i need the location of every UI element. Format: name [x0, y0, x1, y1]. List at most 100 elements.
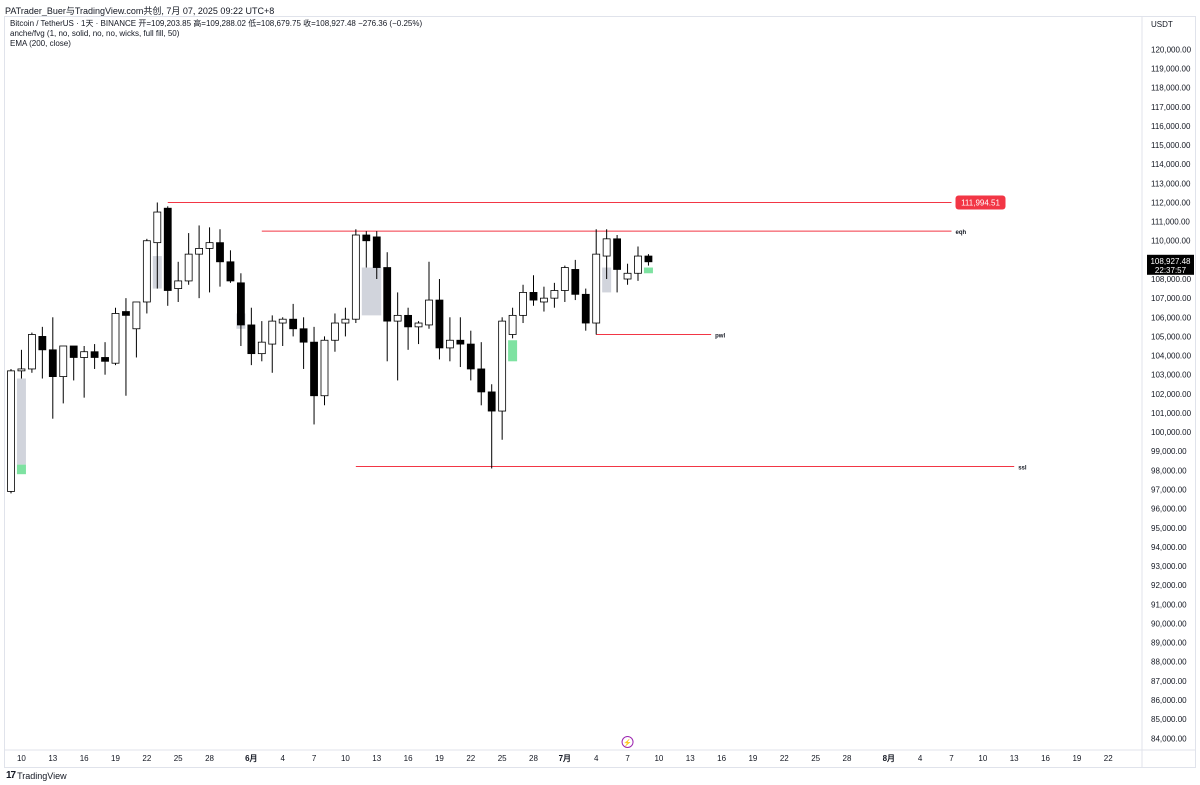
candle-body[interactable]: [59, 345, 68, 378]
candle-body[interactable]: [27, 334, 36, 370]
fvg-box: [643, 267, 653, 274]
candle-body[interactable]: [289, 318, 298, 330]
candle-body[interactable]: [278, 318, 287, 324]
indicator-ema-label[interactable]: EMA (200, close): [10, 39, 71, 48]
candle-body[interactable]: [111, 313, 120, 364]
candlestick-chart[interactable]: USDT 120,000.00 119,000.00 118,000.00 117,00…: [4, 16, 1196, 768]
candle-body[interactable]: [331, 322, 339, 341]
candle-body[interactable]: [613, 238, 621, 270]
candle-body[interactable]: [529, 292, 538, 301]
candle-body[interactable]: [393, 314, 402, 322]
candle-body[interactable]: [498, 320, 507, 412]
tradingview-logo-icon: 17: [6, 770, 16, 781]
candle-body[interactable]: [38, 336, 47, 351]
candle-body[interactable]: [477, 368, 486, 393]
candle-body[interactable]: [174, 280, 183, 289]
candle-body[interactable]: [268, 320, 277, 345]
candle-body[interactable]: [184, 253, 193, 282]
candle-body[interactable]: [445, 339, 454, 349]
candle-body[interactable]: [425, 299, 433, 326]
candle-body[interactable]: [122, 311, 130, 316]
candle-body[interactable]: [519, 292, 527, 316]
y-tick-label: 97,000.00: [1151, 486, 1187, 495]
y-tick-label: 114,000.00: [1151, 160, 1191, 169]
y-tick-label: 118,000.00: [1151, 84, 1191, 93]
candle-body[interactable]: [17, 368, 26, 372]
candle-body[interactable]: [571, 269, 580, 295]
y-tick-label: 98,000.00: [1151, 466, 1187, 475]
candle-body[interactable]: [623, 272, 632, 280]
candle-body[interactable]: [163, 207, 172, 291]
y-tick-label: 101,000.00: [1151, 409, 1192, 418]
y-tick-label: 89,000.00: [1151, 639, 1187, 648]
level-label: ssl: [1018, 466, 1027, 472]
x-tick-label: 10: [978, 754, 987, 763]
chart-legend: Bitcoin / TetherUS · 1天 · BINANCE 开=109,…: [10, 19, 422, 49]
candle-body[interactable]: [602, 238, 611, 257]
candle-body[interactable]: [456, 339, 465, 345]
candle-body[interactable]: [101, 357, 109, 362]
fvg-box: [602, 267, 612, 293]
candle-body[interactable]: [351, 234, 360, 320]
candle-body[interactable]: [592, 253, 601, 324]
candle-body[interactable]: [153, 211, 162, 244]
y-tick-label: 120,000.00: [1151, 45, 1192, 54]
candle-body[interactable]: [634, 255, 642, 274]
candle-body[interactable]: [236, 282, 245, 326]
x-tick-label: 10: [341, 754, 350, 763]
tradingview-logo-text: TradingView: [17, 770, 67, 781]
x-tick-label: 25: [174, 754, 183, 763]
y-tick-label: 88,000.00: [1151, 658, 1187, 667]
candle-body[interactable]: [226, 261, 235, 282]
candle-body[interactable]: [487, 391, 496, 412]
candle-body[interactable]: [80, 351, 89, 358]
candle-body[interactable]: [247, 324, 256, 355]
chart-frame: [4, 16, 1196, 768]
x-tick-label: 13: [686, 754, 695, 763]
candle-body[interactable]: [550, 290, 559, 299]
candle-body[interactable]: [216, 242, 224, 263]
candle-body[interactable]: [341, 318, 350, 324]
candle-body[interactable]: [299, 328, 308, 343]
event-marker-icon[interactable]: [621, 736, 634, 748]
candle-body[interactable]: [142, 240, 151, 303]
candle-body[interactable]: [362, 234, 371, 242]
candle-body[interactable]: [404, 314, 413, 328]
candle-body[interactable]: [320, 339, 329, 397]
y-tick-label: 117,000.00: [1151, 103, 1191, 112]
candle-body[interactable]: [466, 343, 475, 370]
candle-body[interactable]: [581, 293, 590, 324]
x-tick-label: 16: [404, 754, 413, 763]
x-tick-label: 16: [80, 754, 89, 763]
candle-body[interactable]: [310, 341, 318, 397]
x-tick-label: 4: [918, 754, 923, 763]
x-tick-label: 13: [372, 754, 381, 763]
tradingview-footer[interactable]: 17 TradingView: [6, 770, 67, 781]
candle-body[interactable]: [195, 247, 204, 255]
candle-body[interactable]: [372, 236, 381, 268]
candle-body[interactable]: [257, 341, 266, 355]
y-tick-label: 113,000.00: [1151, 179, 1191, 188]
indicator-fvg-label[interactable]: anche/fvg (1, no, solid, no, no, wicks, …: [10, 29, 180, 38]
candle-body[interactable]: [644, 255, 653, 263]
x-tick-label: 10: [17, 754, 26, 763]
level-price-tag-text: 111,994.51: [961, 198, 1000, 207]
candle-body[interactable]: [90, 351, 99, 358]
candle-body[interactable]: [414, 322, 423, 328]
candle-body[interactable]: [48, 349, 57, 378]
candle-body[interactable]: [7, 370, 15, 492]
symbol-ohlc-line[interactable]: Bitcoin / TetherUS · 1天 · BINANCE 开=109,…: [10, 19, 423, 28]
candle-body[interactable]: [69, 345, 78, 358]
x-tick-label: 19: [1072, 754, 1081, 763]
x-tick-label: 13: [48, 754, 57, 763]
candle-body[interactable]: [508, 314, 517, 335]
candle-body[interactable]: [205, 242, 214, 249]
level-price-tag: [955, 195, 1006, 210]
candle-body[interactable]: [383, 267, 392, 322]
candle-body[interactable]: [435, 299, 444, 349]
candle-body[interactable]: [132, 301, 141, 330]
candle-body[interactable]: [540, 297, 548, 303]
y-tick-label: 112,000.00: [1151, 198, 1191, 207]
chart-svg[interactable]: USDT 120,000.00 119,000.00 118,000.00 117,00…: [4, 16, 1196, 768]
candle-body[interactable]: [560, 267, 569, 291]
